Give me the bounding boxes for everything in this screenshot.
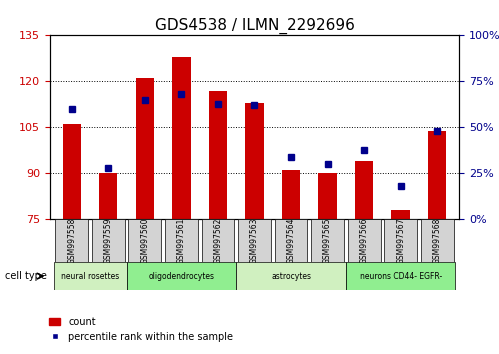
Text: GSM997568: GSM997568 (433, 217, 442, 264)
FancyBboxPatch shape (92, 219, 125, 262)
FancyBboxPatch shape (202, 219, 235, 262)
Text: GSM997567: GSM997567 (396, 217, 405, 264)
Bar (209, 91, 227, 219)
FancyBboxPatch shape (274, 219, 307, 262)
Text: neurons CD44- EGFR-: neurons CD44- EGFR- (359, 272, 442, 281)
Text: GSM997562: GSM997562 (214, 217, 223, 264)
FancyBboxPatch shape (346, 262, 456, 290)
Bar (428, 131, 446, 219)
Text: cell type: cell type (5, 271, 47, 281)
Text: neural rosettes: neural rosettes (61, 272, 119, 281)
FancyBboxPatch shape (238, 219, 271, 262)
Text: GSM997558: GSM997558 (67, 217, 76, 264)
Text: astrocytes: astrocytes (271, 272, 311, 281)
Text: GSM997559: GSM997559 (104, 217, 113, 264)
Bar (282, 170, 300, 219)
FancyBboxPatch shape (128, 219, 161, 262)
Bar (172, 57, 191, 219)
FancyBboxPatch shape (384, 219, 417, 262)
Title: GDS4538 / ILMN_2292696: GDS4538 / ILMN_2292696 (155, 18, 354, 34)
Text: GSM997563: GSM997563 (250, 217, 259, 264)
Text: oligodendrocytes: oligodendrocytes (148, 272, 215, 281)
FancyBboxPatch shape (53, 262, 127, 290)
Text: GSM997565: GSM997565 (323, 217, 332, 264)
FancyBboxPatch shape (127, 262, 236, 290)
Bar (99, 173, 117, 219)
Bar (136, 78, 154, 219)
FancyBboxPatch shape (236, 262, 346, 290)
FancyBboxPatch shape (311, 219, 344, 262)
Text: GSM997566: GSM997566 (360, 217, 369, 264)
Text: GSM997564: GSM997564 (286, 217, 295, 264)
Legend: count, percentile rank within the sample: count, percentile rank within the sample (45, 313, 237, 346)
FancyBboxPatch shape (165, 219, 198, 262)
Bar (63, 124, 81, 219)
Bar (318, 173, 337, 219)
Bar (392, 210, 410, 219)
Bar (246, 103, 263, 219)
FancyBboxPatch shape (421, 219, 454, 262)
Text: GSM997561: GSM997561 (177, 217, 186, 264)
FancyBboxPatch shape (55, 219, 88, 262)
Text: GSM997560: GSM997560 (140, 217, 149, 264)
FancyBboxPatch shape (348, 219, 381, 262)
Bar (355, 161, 373, 219)
